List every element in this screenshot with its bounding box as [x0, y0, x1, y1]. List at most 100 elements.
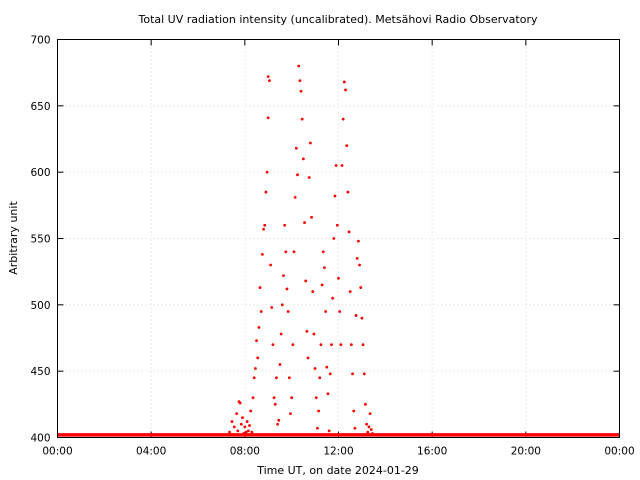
- data-point: [290, 396, 294, 400]
- data-point: [347, 230, 351, 234]
- data-point: [232, 425, 236, 429]
- data-point: [369, 428, 373, 431]
- y-tick-label: 400: [30, 433, 50, 445]
- data-point: [372, 433, 376, 437]
- data-point: [296, 173, 299, 177]
- data-point: [351, 372, 354, 376]
- data-point: [346, 190, 350, 194]
- data-point: [303, 221, 306, 224]
- data-point: [243, 425, 247, 429]
- data-point: [313, 367, 317, 370]
- data-point: [353, 426, 357, 430]
- data-point: [230, 420, 234, 423]
- data-point: [320, 283, 324, 287]
- data-point: [332, 237, 336, 240]
- y-tick-label: 500: [30, 300, 50, 312]
- data-point: [252, 376, 256, 380]
- data-point: [310, 215, 313, 219]
- data-point: [333, 194, 337, 198]
- data-point: [282, 274, 285, 278]
- data-point: [270, 306, 274, 309]
- data-point: [262, 227, 265, 231]
- data-point: [280, 303, 284, 307]
- data-point: [339, 343, 343, 347]
- data-point: [301, 157, 305, 161]
- data-point: [325, 365, 329, 369]
- data-point: [292, 250, 296, 254]
- data-point: [272, 396, 276, 400]
- x-tick-label: 00:00: [604, 446, 634, 458]
- data-point: [266, 75, 270, 79]
- x-tick-label: 12:00: [323, 446, 353, 458]
- x-tick-label: 20:00: [511, 446, 541, 458]
- data-points: [228, 64, 376, 437]
- y-tick-label: 450: [30, 366, 50, 378]
- data-point: [355, 257, 359, 260]
- data-point: [253, 367, 257, 370]
- data-point: [304, 279, 308, 283]
- data-point: [341, 117, 345, 121]
- data-point: [257, 325, 261, 329]
- data-point: [245, 420, 249, 423]
- data-point: [289, 412, 292, 416]
- data-point: [286, 310, 290, 313]
- data-point: [293, 195, 297, 199]
- data-point: [269, 263, 272, 267]
- data-point: [250, 430, 254, 434]
- data-point: [294, 146, 298, 150]
- data-point: [235, 412, 239, 416]
- data-point: [352, 409, 356, 413]
- data-point: [357, 239, 360, 243]
- data-point: [277, 418, 281, 422]
- data-point: [328, 372, 332, 376]
- data-point: [283, 223, 287, 227]
- data-point: [276, 422, 280, 426]
- data-point: [259, 310, 263, 313]
- data-point: [298, 79, 302, 83]
- data-point: [279, 332, 283, 336]
- data-point: [331, 296, 335, 300]
- x-tick-labels: 00:00 04:00 08:00 12:00 16:00 20:00 00:00: [42, 446, 634, 458]
- data-point: [285, 287, 289, 291]
- data-point: [314, 396, 318, 400]
- data-point: [256, 356, 260, 360]
- data-point: [335, 223, 339, 227]
- data-point: [306, 356, 310, 360]
- data-point: [358, 263, 361, 267]
- data-point: [361, 343, 365, 347]
- data-point: [362, 372, 366, 376]
- data-point: [263, 223, 267, 227]
- data-point: [258, 286, 262, 289]
- data-point: [354, 314, 358, 317]
- x-tick-label: 16:00: [417, 446, 447, 458]
- data-point: [238, 401, 242, 405]
- data-point: [342, 80, 346, 84]
- data-point: [248, 424, 251, 427]
- data-point: [291, 343, 295, 347]
- data-point: [334, 164, 338, 167]
- data-point: [349, 343, 353, 347]
- data-point: [242, 432, 246, 435]
- data-point: [309, 141, 312, 145]
- plot-frame: [57, 39, 620, 438]
- data-point: [323, 266, 326, 270]
- data-point: [244, 430, 248, 434]
- data-point: [268, 79, 271, 83]
- data-point: [255, 339, 258, 343]
- data-point: [297, 64, 301, 68]
- grid: [57, 39, 620, 438]
- data-point: [260, 253, 264, 256]
- data-point: [239, 422, 243, 426]
- y-axis-label: Arbitrary unit: [7, 201, 20, 275]
- data-point: [241, 416, 244, 419]
- x-axis-label: Time UT, on date 2024-01-29: [256, 464, 419, 477]
- data-point: [265, 170, 269, 174]
- data-point: [312, 332, 316, 336]
- data-point: [275, 376, 278, 380]
- data-point: [299, 89, 303, 93]
- y-tick-labels: 400 450 500 550 600 650 700: [30, 35, 50, 445]
- data-point: [326, 392, 330, 396]
- chart-title: Total UV radiation intensity (uncalibrat…: [138, 13, 538, 26]
- data-point: [300, 117, 304, 121]
